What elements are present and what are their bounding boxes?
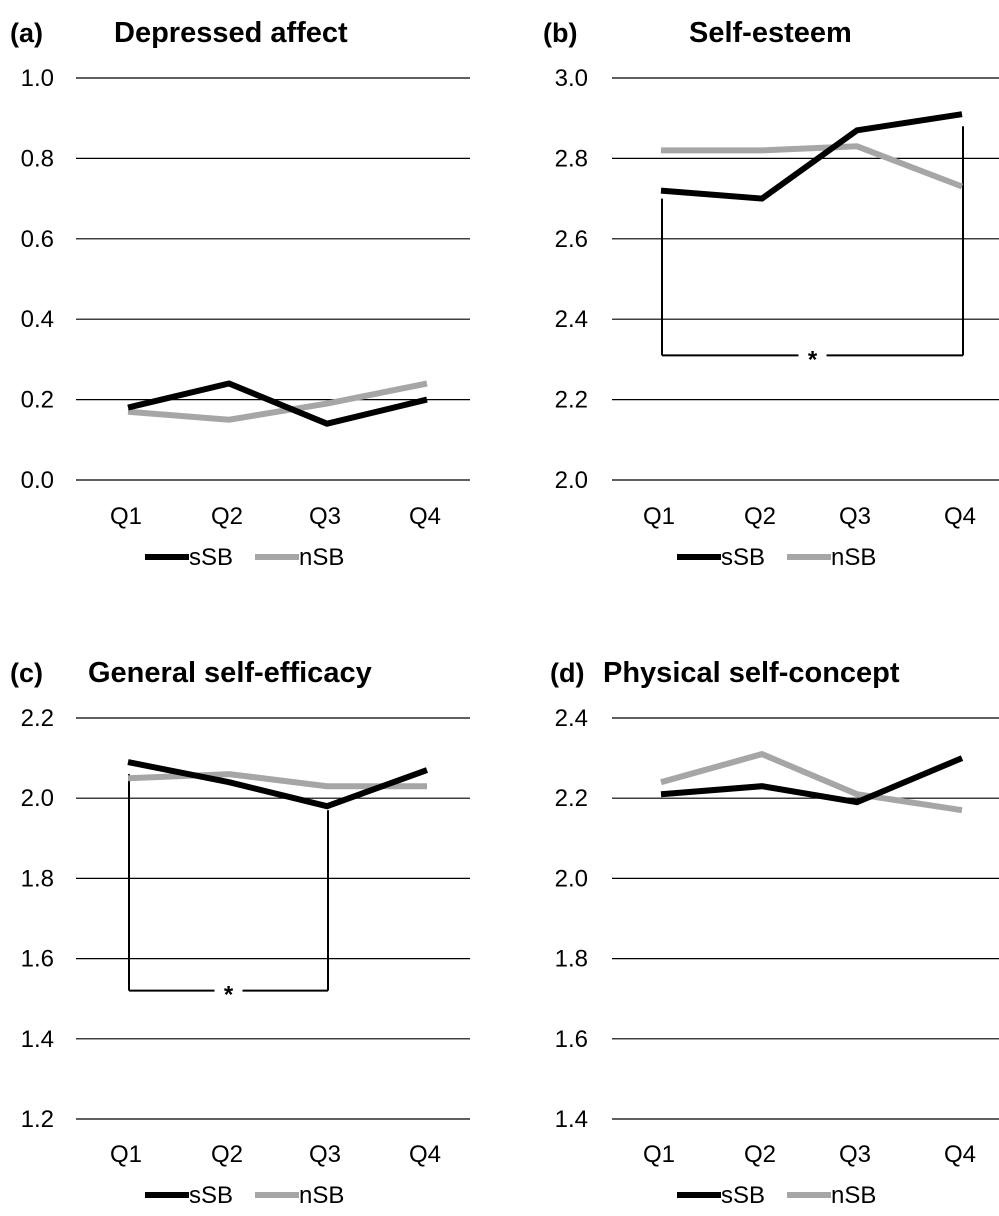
legend-label: sSB: [189, 1182, 233, 1209]
y-tick-label: 0.0: [21, 467, 54, 494]
series-line-nSB: [660, 750, 963, 814]
x-tick-label: Q2: [744, 503, 776, 530]
series-line-sSB: [660, 755, 964, 806]
legend-label: sSB: [721, 1182, 765, 1209]
panel-letter: (b): [543, 18, 577, 48]
x-tick-label: Q3: [839, 503, 871, 530]
x-tick-label: Q4: [944, 503, 976, 530]
panel-letter: (c): [10, 658, 43, 688]
y-tick-label: 2.8: [555, 145, 588, 172]
chart-title: Physical self-concept: [603, 657, 900, 689]
significance-star: *: [224, 982, 234, 1009]
y-tick-label: 0.4: [21, 306, 54, 333]
series-line-sSB: [127, 759, 429, 810]
series-line-nSB: [661, 143, 964, 190]
legend-label: sSB: [189, 544, 233, 571]
x-tick-label: Q3: [309, 503, 341, 530]
y-tick-label: 1.8: [21, 865, 54, 892]
x-tick-label: Q1: [643, 1141, 675, 1168]
y-tick-label: 1.4: [555, 1106, 588, 1133]
chart-title: Depressed affect: [114, 17, 348, 49]
y-tick-label: 1.6: [21, 946, 54, 973]
series-line-nSB: [127, 380, 428, 423]
y-tick-label: 0.8: [21, 145, 54, 172]
x-tick-label: Q1: [110, 1141, 142, 1168]
chart-panel-2: (b) Self-esteem 2.0 2.2 2.4 2.6 2.8 3.0 Q1 Q2 Q3 Q4…: [543, 17, 999, 571]
x-tick-label: Q1: [110, 503, 142, 530]
chart-panel-3: (c) General self-efficacy 1.2 1.4 1.6 1.8 2.0 2…: [10, 657, 470, 1209]
legend-label: nSB: [831, 544, 876, 571]
legend-label: sSB: [721, 544, 765, 571]
y-tick-label: 0.2: [21, 387, 54, 414]
chart-panel-4: (d) Physical self-concept 1.4 1.6 1.8 2.0 2.2 2…: [550, 657, 999, 1209]
x-tick-label: Q4: [944, 1141, 976, 1168]
y-tick-label: 1.8: [555, 946, 588, 973]
y-tick-label: 2.0: [21, 785, 54, 812]
y-tick-label: 1.6: [555, 1026, 588, 1053]
y-tick-label: 2.2: [21, 705, 54, 732]
series-line-sSB: [660, 111, 963, 202]
y-tick-label: 1.2: [21, 1106, 54, 1133]
y-tick-label: 2.0: [555, 467, 588, 494]
significance-star: *: [808, 346, 818, 373]
legend-label: nSB: [831, 1182, 876, 1209]
x-tick-label: Q2: [211, 503, 243, 530]
y-tick-label: 1.4: [21, 1026, 54, 1053]
x-tick-label: Q3: [839, 1141, 871, 1168]
y-tick-label: 1.0: [21, 65, 54, 92]
y-tick-label: 2.6: [555, 226, 588, 253]
x-tick-label: Q3: [309, 1141, 341, 1168]
x-tick-label: Q1: [643, 503, 675, 530]
y-tick-label: 2.2: [555, 387, 588, 414]
y-tick-label: 0.6: [21, 226, 54, 253]
y-tick-label: 3.0: [555, 65, 588, 92]
series-line-sSB: [127, 380, 428, 427]
y-tick-label: 2.0: [555, 865, 588, 892]
chart-panel-1: (a) Depressed affect 0.0 0.2 0.4 0.6 0.8 1.0 Q1 Q…: [10, 17, 470, 571]
x-tick-label: Q2: [744, 1141, 776, 1168]
y-tick-label: 2.2: [555, 785, 588, 812]
x-tick-label: Q2: [211, 1141, 243, 1168]
y-tick-label: 2.4: [555, 306, 588, 333]
x-tick-label: Q4: [409, 503, 441, 530]
panel-letter: (a): [10, 18, 43, 48]
chart-title: Self-esteem: [689, 17, 852, 49]
x-tick-label: Q4: [409, 1141, 441, 1168]
panel-letter: (d): [550, 658, 584, 688]
legend-label: nSB: [299, 544, 344, 571]
y-tick-label: 2.4: [555, 705, 588, 732]
legend-label: nSB: [299, 1182, 344, 1209]
chart-title: General self-efficacy: [88, 657, 372, 689]
